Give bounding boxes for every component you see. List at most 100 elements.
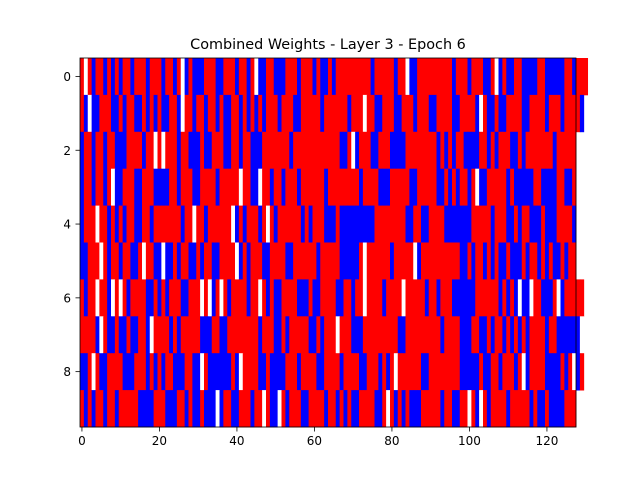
heatmap-cell xyxy=(176,316,182,354)
heatmap-cell xyxy=(188,58,193,96)
heatmap-cell xyxy=(235,242,240,280)
heatmap-cell xyxy=(122,279,127,317)
heatmap-cell xyxy=(95,205,100,243)
heatmap-cell xyxy=(331,58,337,96)
heatmap-cell xyxy=(293,316,298,354)
heatmap-cell xyxy=(204,58,209,96)
heatmap-cell xyxy=(463,242,468,280)
heatmap-cell xyxy=(397,279,403,317)
heatmap-cell xyxy=(475,168,480,206)
heatmap-cell xyxy=(134,242,139,280)
heatmap-cell xyxy=(467,131,472,170)
heatmap-cell xyxy=(219,58,224,96)
heatmap-cell xyxy=(99,390,104,428)
heatmap-cell xyxy=(529,131,534,170)
heatmap-cell xyxy=(130,168,135,206)
heatmap-cell xyxy=(157,316,162,354)
heatmap-cell xyxy=(316,390,321,428)
heatmap-cell xyxy=(316,316,321,354)
heatmap-cell xyxy=(83,94,89,133)
heatmap-cell xyxy=(204,390,209,428)
heatmap-cell xyxy=(99,94,104,133)
heatmap-cell xyxy=(289,131,294,170)
heatmap-cell xyxy=(87,353,93,391)
heatmap-cell xyxy=(483,131,488,170)
heatmap-cell xyxy=(467,168,472,206)
heatmap-cell xyxy=(560,390,565,428)
heatmap-cell xyxy=(568,205,573,243)
heatmap-cell xyxy=(545,58,550,96)
heatmap-cell xyxy=(452,205,457,243)
heatmap-cell xyxy=(308,316,313,354)
heatmap-cell xyxy=(200,94,205,133)
heatmap-cell xyxy=(80,279,85,317)
heatmap-cell xyxy=(552,168,558,206)
heatmap-cell xyxy=(142,168,147,206)
heatmap-cell xyxy=(246,131,251,170)
heatmap-cell xyxy=(161,353,166,391)
heatmap-cell xyxy=(467,316,472,354)
heatmap-cell xyxy=(126,168,131,206)
heatmap-cell xyxy=(355,279,360,317)
heatmap-cell xyxy=(173,316,178,354)
heatmap-cell xyxy=(308,353,313,391)
chart-title: Combined Weights - Layer 3 - Epoch 6 xyxy=(190,37,466,53)
heatmap-cell xyxy=(510,94,515,133)
heatmap-cell xyxy=(138,242,143,280)
heatmap-cell xyxy=(490,316,496,354)
heatmap-cell xyxy=(316,205,321,243)
heatmap-cell xyxy=(428,168,434,206)
heatmap-cell xyxy=(362,316,368,354)
heatmap-cell xyxy=(455,205,461,243)
heatmap-cell xyxy=(424,58,430,96)
heatmap-cell xyxy=(169,390,174,428)
heatmap-cell xyxy=(498,131,503,170)
heatmap-cell xyxy=(374,316,379,354)
heatmap-cell xyxy=(347,242,352,280)
plot-frame xyxy=(79,57,577,428)
heatmap-cell xyxy=(560,242,565,280)
heatmap-cell xyxy=(374,390,379,428)
heatmap-cell xyxy=(541,94,546,133)
heatmap-cell xyxy=(479,279,484,317)
heatmap-cell xyxy=(378,390,383,428)
heatmap-cell xyxy=(91,390,96,428)
heatmap-cell xyxy=(80,131,85,170)
heatmap-cell xyxy=(397,131,403,170)
heatmap-cell xyxy=(529,205,534,243)
heatmap-cell xyxy=(486,353,492,391)
heatmap-cell xyxy=(266,279,271,317)
heatmap-cell xyxy=(545,316,550,354)
heatmap-cell xyxy=(448,131,453,170)
heatmap-cell xyxy=(126,242,131,280)
heatmap-cell xyxy=(312,168,317,206)
heatmap-cell xyxy=(401,168,406,206)
x-tick-label: 0 xyxy=(78,434,86,448)
heatmap-cell xyxy=(157,168,162,206)
heatmap-cell xyxy=(153,168,158,206)
heatmap-cell xyxy=(463,168,468,206)
heatmap-cell xyxy=(397,168,403,206)
heatmap-cell xyxy=(455,242,461,280)
heatmap-cell xyxy=(91,316,96,354)
heatmap-cell xyxy=(514,390,519,428)
heatmap-cell xyxy=(514,58,519,96)
heatmap-cell xyxy=(517,131,523,170)
heatmap-cell xyxy=(91,168,96,206)
heatmap-cell xyxy=(324,168,329,206)
heatmap-cell xyxy=(510,353,515,391)
heatmap-cell xyxy=(572,131,577,170)
heatmap-cell xyxy=(467,58,472,96)
heatmap-cell xyxy=(176,390,182,428)
heatmap-cell xyxy=(479,205,484,243)
heatmap-cell xyxy=(223,316,228,354)
heatmap-cell xyxy=(533,353,538,391)
heatmap-cell xyxy=(370,94,375,133)
heatmap-cell xyxy=(440,353,445,391)
heatmap-cell xyxy=(204,205,209,243)
heatmap-cell xyxy=(401,316,406,354)
heatmap-cell xyxy=(335,242,341,280)
heatmap-cell xyxy=(378,353,383,391)
heatmap-cell xyxy=(111,205,116,243)
heatmap-cell xyxy=(386,279,391,317)
